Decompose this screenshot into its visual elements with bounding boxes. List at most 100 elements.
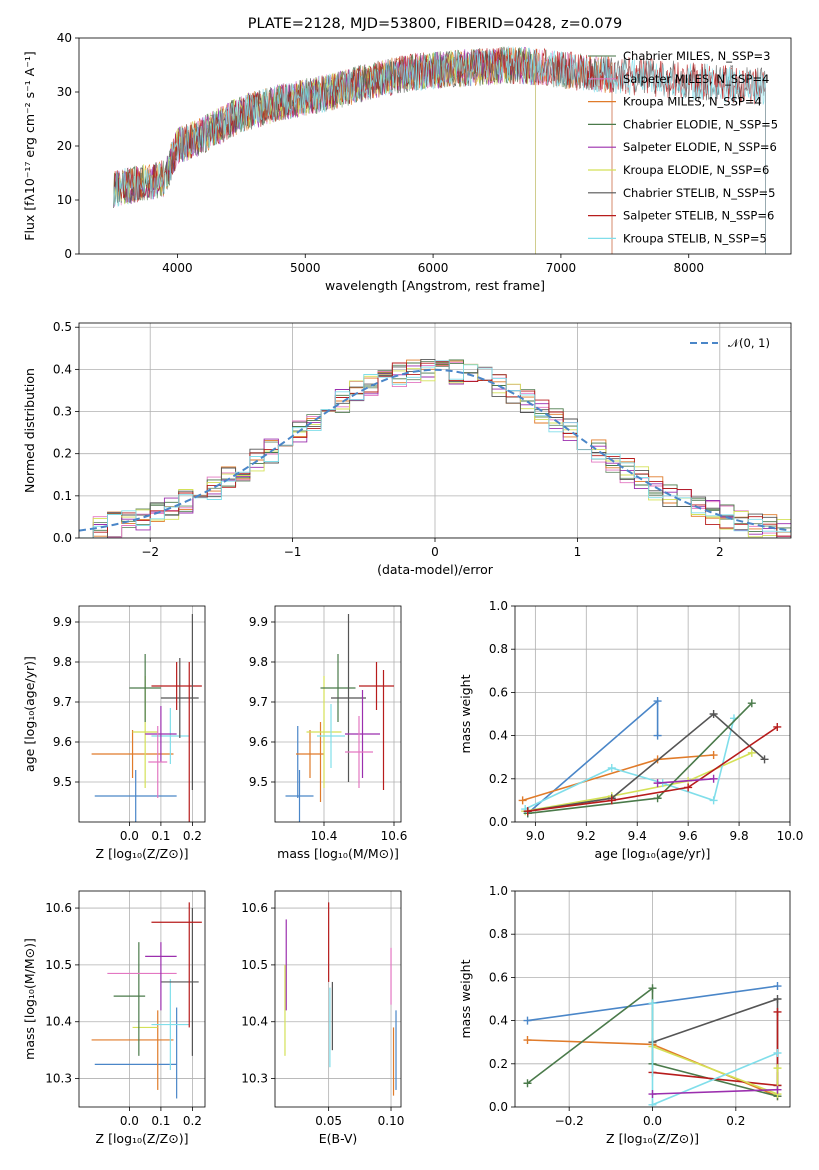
y-tick-label: 0.6 [489, 970, 508, 984]
weight-marker [747, 748, 756, 757]
y-tick-label: 9.5 [249, 775, 268, 789]
weight-marker [709, 796, 718, 805]
plot-content [515, 606, 790, 822]
panel-z-mass: 0.0 0.1 0.2 10.3 10.4 10.5 10.6 Z [log₁₀(Z/Z⊙)]… [22, 890, 206, 1146]
y-tick-label: 10.5 [45, 958, 72, 972]
x-tick-label: 8000 [673, 261, 704, 275]
x-tick-label: 0.2 [183, 829, 202, 843]
y-tick-label: 10.4 [241, 1015, 268, 1029]
weight-marker [760, 755, 769, 764]
legend-entry: Kroupa MILES, N_SSP=4 [623, 95, 762, 109]
y-axis-label: Flux [fλ10⁻¹⁷ erg cm⁻² s⁻¹ A⁻¹] [22, 51, 37, 240]
legend-entry: Chabrier STELIB, N_SSP=5 [623, 186, 775, 200]
error-point [345, 716, 373, 788]
legend-entry: Chabrier MILES, N_SSP=3 [623, 49, 770, 63]
error-point [331, 614, 366, 782]
x-tick-label: 10.4 [311, 829, 338, 843]
spectrum-line [113, 46, 766, 254]
y-tick-label: 10.4 [45, 1015, 72, 1029]
x-tick-label: 9.2 [577, 829, 596, 843]
y-tick-label: 0.2 [489, 772, 508, 786]
x-tick-label: −1 [284, 545, 302, 559]
weight-marker [523, 1079, 532, 1088]
weight-marker [773, 1007, 782, 1016]
plot-frame [514, 890, 791, 1108]
weight-marker [648, 1090, 657, 1099]
x-axis-label: (data-model)/error [377, 562, 494, 577]
plot-content [79, 323, 791, 538]
x-tick-label: 0.2 [726, 1114, 745, 1128]
x-axis-label: Z [log₁₀(Z/Z⊙)] [96, 846, 189, 861]
y-axis-label: mass weight [458, 959, 473, 1038]
weight-line [657, 778, 714, 784]
panel-residuals: −2 −1 0 1 2 0.0 0.1 0.2 0.3 0.4 0.5 (data-model)/er… [22, 320, 791, 577]
x-tick-label: 10.0 [777, 829, 804, 843]
weight-marker [747, 699, 756, 708]
error-point [94, 770, 177, 822]
weight-marker [607, 764, 616, 772]
y-tick-label: 10.5 [241, 958, 268, 972]
x-tick-label: 2 [716, 545, 724, 559]
error-point [151, 979, 190, 1071]
plot-frame [78, 890, 206, 1108]
x-tick-label: 0 [431, 545, 439, 559]
weight-marker [648, 984, 657, 993]
plot-frame [78, 605, 206, 823]
plot-area [79, 606, 205, 822]
y-tick-label: 0.4 [489, 729, 508, 743]
weight-line [527, 712, 766, 812]
weight-marker [709, 774, 718, 783]
panel-age-mw: 9.0 9.2 9.4 9.6 9.8 10.0 0.0 0.2 0.4 0.6 0.8 1.0 age… [458, 599, 803, 861]
plot-frame [78, 322, 792, 539]
weight-line [525, 752, 753, 812]
x-tick-label: 6000 [418, 261, 449, 275]
weight-marker [773, 1085, 782, 1094]
x-tick-label: 10.6 [381, 829, 408, 843]
x-tick-label: 0.2 [183, 1114, 202, 1128]
y-tick-label: 40 [57, 31, 72, 45]
x-axis-label: age [log₁₀(age/yr)] [595, 846, 711, 861]
y-tick-label: 9.9 [249, 615, 268, 629]
plot-area [275, 891, 401, 1107]
y-tick-label: 0.0 [489, 1100, 508, 1114]
x-axis-label: Z [log₁₀(Z/Z⊙)] [96, 1131, 189, 1146]
y-tick-label: 10.6 [241, 901, 268, 915]
weight-marker [523, 807, 532, 816]
x-axis-label: wavelength [Angstrom, rest frame] [325, 278, 545, 293]
legend-entry: 𝒩(0, 1) [728, 336, 770, 350]
error-point [285, 770, 314, 822]
error-point [320, 654, 356, 722]
x-tick-label: 9.8 [730, 829, 749, 843]
x-tick-label: 1 [574, 545, 582, 559]
error-point [151, 662, 202, 710]
weight-marker [648, 1100, 657, 1107]
weight-marker [607, 796, 616, 805]
legend-entry: Salpeter STELIB, N_SSP=6 [623, 209, 774, 223]
x-tick-label: 9.0 [526, 829, 545, 843]
weight-marker [709, 751, 718, 760]
y-tick-label: 0.3 [53, 405, 72, 419]
y-tick-label: 0.0 [53, 531, 72, 545]
error-point [91, 730, 174, 778]
weight-marker [653, 779, 662, 788]
weight-marker [773, 1064, 782, 1073]
y-axis-label: Normed distribution [22, 368, 37, 493]
plot-content [515, 891, 790, 1107]
y-tick-label: 0.8 [489, 642, 508, 656]
panel-z-mw: −0.2 0.0 0.2 0.0 0.2 0.4 0.6 0.8 1.0 Z [log₁₀(Z/Z… [458, 884, 791, 1146]
plot-content [113, 46, 766, 254]
plot-content [275, 891, 401, 1107]
panel-mass-age: 10.4 10.6 9.5 9.6 9.7 9.8 9.9 mass [log₁₀(M/M⊙)… [249, 605, 408, 861]
y-tick-label: 9.9 [53, 615, 72, 629]
y-axis-label: age [log₁₀(age/yr)] [22, 656, 37, 772]
x-tick-label: 0.1 [151, 1114, 170, 1128]
y-tick-label: 10 [57, 193, 72, 207]
y-tick-label: 10.3 [45, 1072, 72, 1086]
y-tick-label: 10.6 [45, 901, 72, 915]
error-point [296, 730, 324, 778]
figure-title: PLATE=2128, MJD=53800, FIBERID=0428, z=0… [248, 16, 622, 32]
x-tick-label: −2 [141, 545, 159, 559]
panel-spectrum: 4000 5000 6000 7000 8000 0 10 20 30 40 wavelength … [22, 31, 791, 293]
y-tick-label: 9.7 [249, 695, 268, 709]
